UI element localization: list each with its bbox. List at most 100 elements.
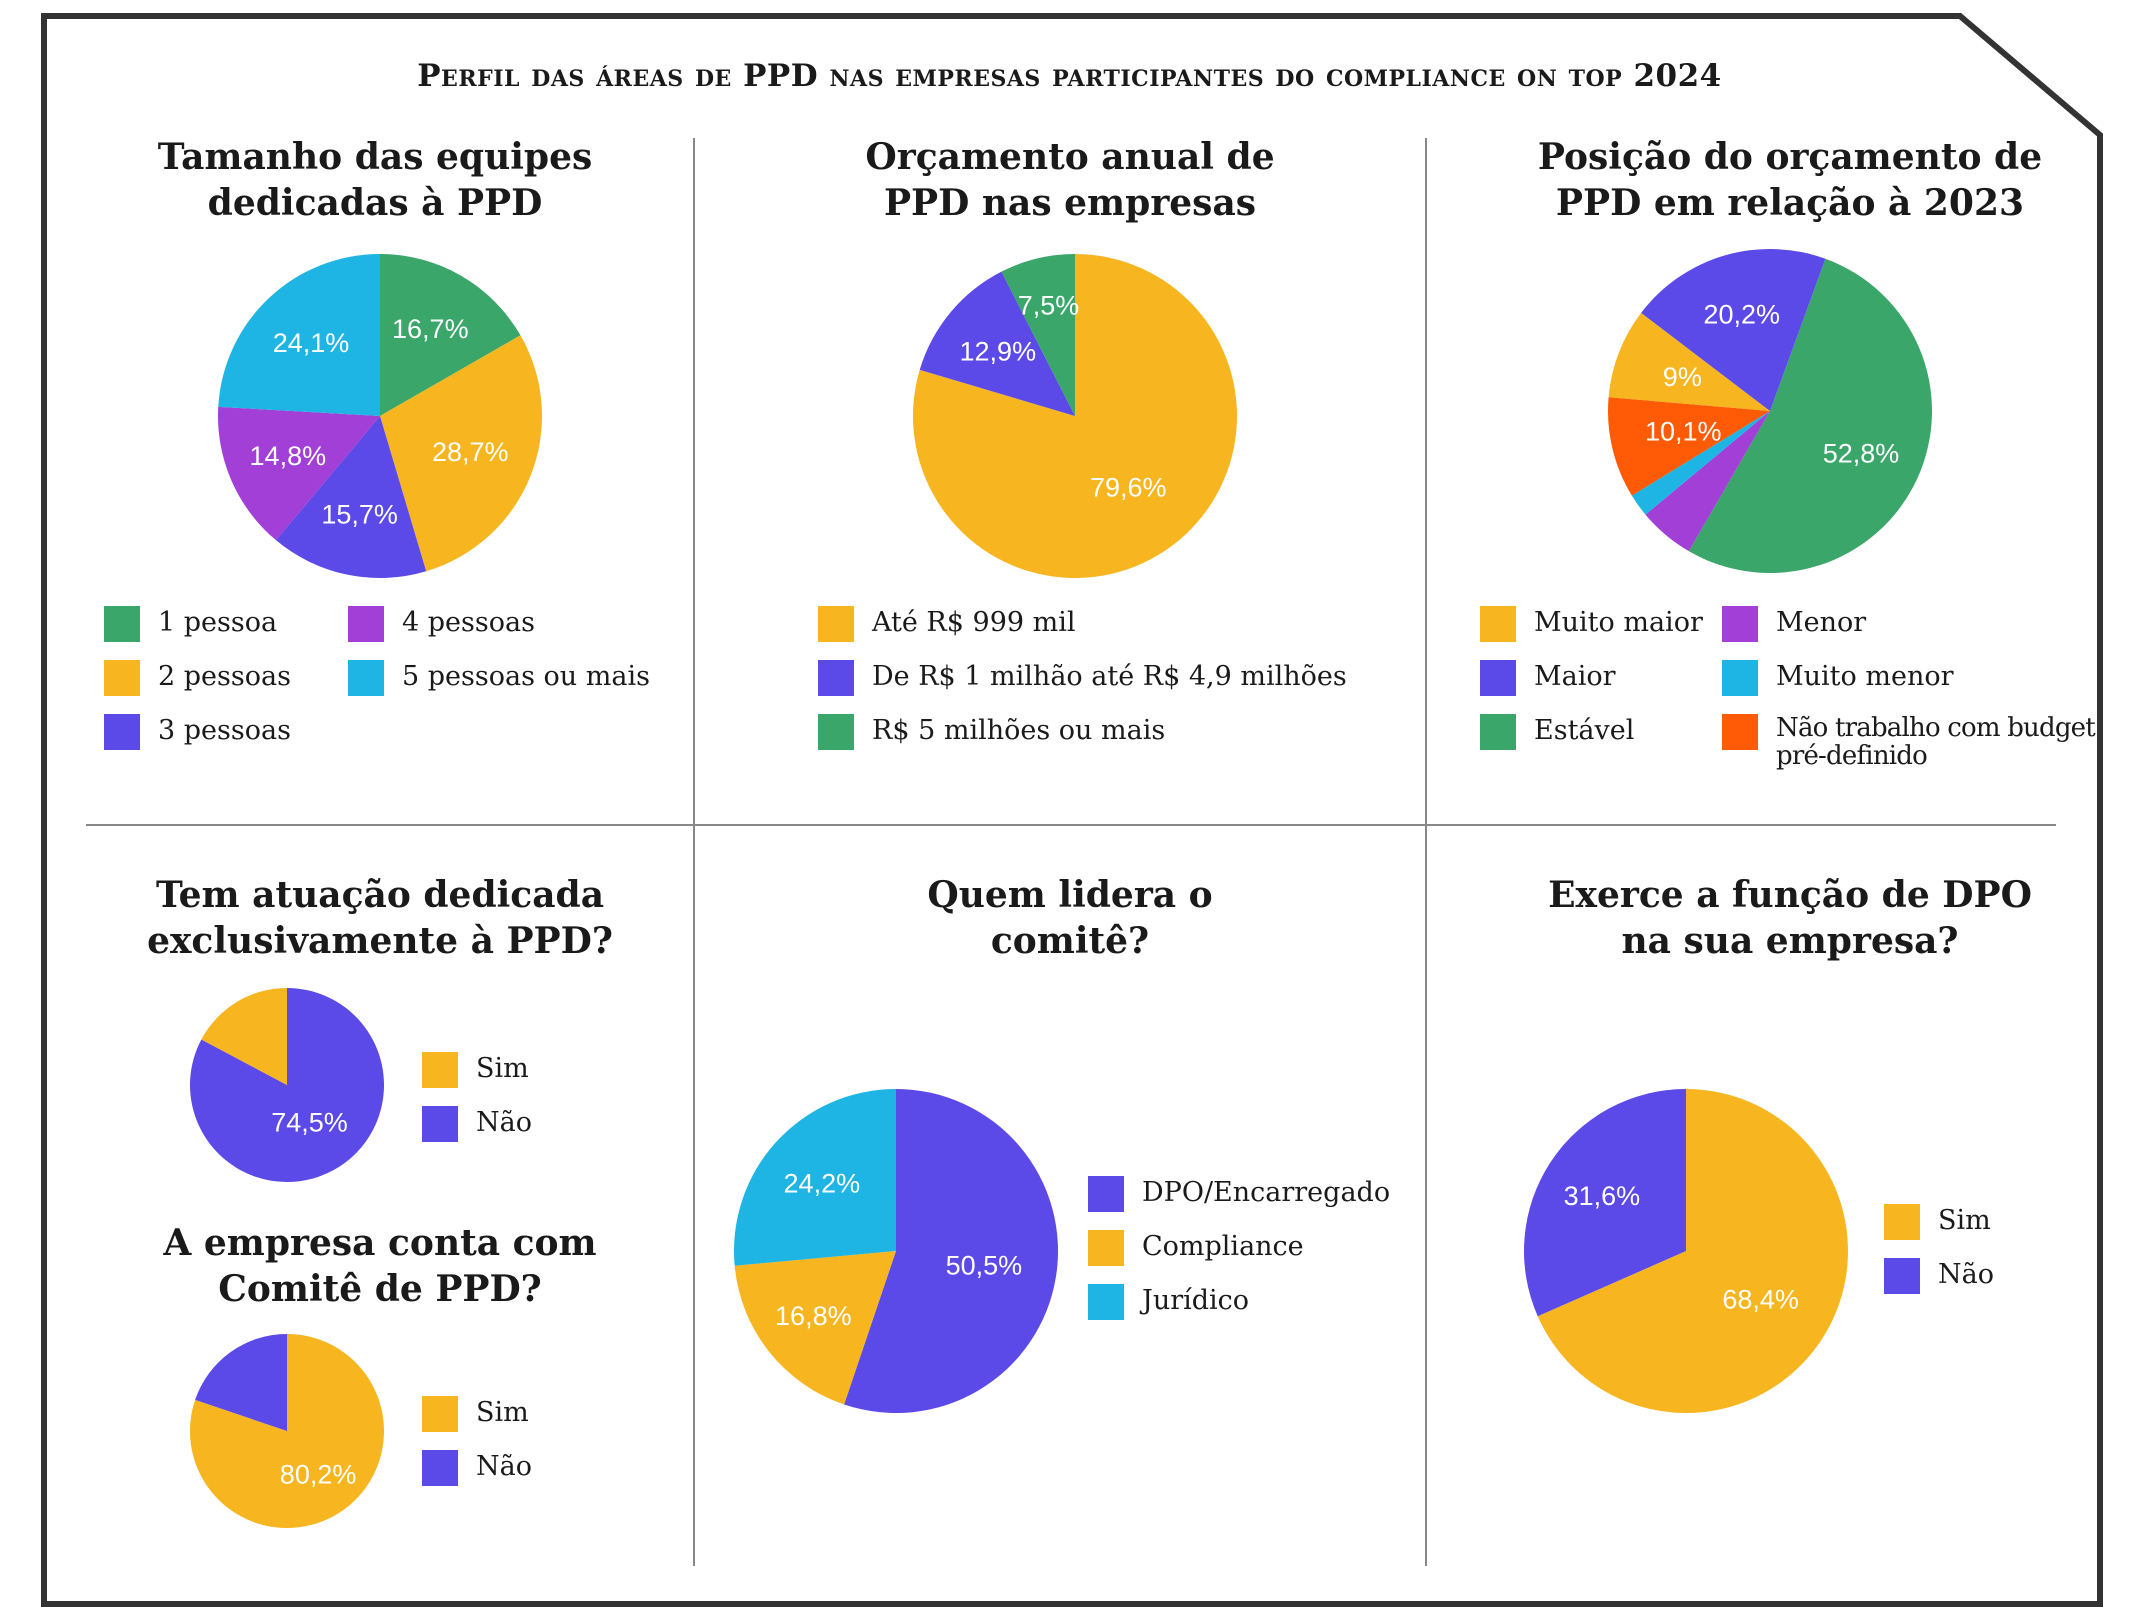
legend-label: Não: [476, 1451, 532, 1482]
chart-title-line: Exerce a função de DPO: [1548, 874, 2032, 916]
pie-slice: [275, 416, 427, 578]
legend-swatch: [422, 1396, 458, 1432]
data-label: 9%: [1663, 362, 1702, 392]
pie-slice: [380, 254, 521, 416]
legend-swatch: [1722, 714, 1758, 750]
legend-item: Sim: [422, 1052, 529, 1088]
chart-title-line: comitê?: [990, 920, 1150, 962]
legend-swatch: [1884, 1258, 1920, 1294]
pie-slice: [190, 988, 385, 1182]
legend-item: Não: [422, 1106, 532, 1142]
legend-swatch: [818, 606, 854, 642]
legend-label: 5 pessoas ou mais: [402, 661, 650, 692]
legend-swatch: [1088, 1284, 1124, 1320]
pie-slice: [1631, 411, 1770, 515]
legend-item: R$ 5 milhões ou mais: [818, 714, 1165, 750]
data-label: 74,5%: [271, 1107, 348, 1137]
legend-item: Não trabalho com budget pré-definido: [1722, 714, 2106, 770]
data-label: 68,4%: [1722, 1285, 1799, 1315]
legend-swatch: [1088, 1230, 1124, 1266]
legend-item: Não: [1884, 1258, 1994, 1294]
data-label: 80,2%: [280, 1459, 357, 1489]
pie-slice: [189, 1334, 384, 1528]
data-label: 7,5%: [1018, 291, 1080, 321]
chart-title-line: Tem atuação dedicada: [155, 874, 605, 916]
pie-chart-team-size: 16,7% 28,7% 15,7% 14,8% 24,1%: [218, 254, 542, 578]
legend-swatch: [422, 1450, 458, 1486]
page-title: Perfil das áreas de PPD nas empresas par…: [417, 58, 1722, 94]
data-label: 24,2%: [784, 1168, 861, 1198]
legend-item: Muito maior: [1480, 606, 1703, 642]
legend-label: Estável: [1534, 715, 1635, 746]
legend-swatch: [1722, 606, 1758, 642]
legend-item: Sim: [1884, 1204, 1991, 1240]
legend-item: Sim: [422, 1396, 529, 1432]
legend-item: DPO/Encarregado: [1088, 1176, 1390, 1212]
chart-title-line: na sua empresa?: [1621, 920, 1959, 962]
chart-title-line: Tamanho das equipes: [157, 136, 593, 178]
legend-swatch: [1480, 606, 1516, 642]
pie-slice: [844, 1089, 1058, 1413]
pie-slice: [218, 406, 380, 541]
legend-label: Sim: [476, 1397, 529, 1428]
pie-slice: [1641, 249, 1826, 411]
legend-item: Até R$ 999 mil: [818, 606, 1076, 642]
legend-item: 3 pessoas: [104, 714, 291, 750]
legend-label: Muito maior: [1534, 607, 1703, 638]
data-label: 28,7%: [432, 437, 509, 467]
legend-item: 5 pessoas ou mais: [348, 660, 650, 696]
pie-slice: [734, 1089, 896, 1266]
legend-label: DPO/Encarregado: [1142, 1177, 1391, 1208]
pie-chart-committee-leader: 50,5% 16,8% 24,2%: [734, 1089, 1058, 1413]
legend-label: 1 pessoa: [158, 607, 278, 638]
legend-swatch: [104, 714, 140, 750]
legend-swatch: [1480, 714, 1516, 750]
legend-label: Até R$ 999 mil: [872, 607, 1076, 638]
legend-item: Menor: [1722, 606, 1866, 642]
legend-label: 2 pessoas: [158, 661, 291, 692]
pie-slice: [380, 335, 542, 572]
chart-title-line: PPD em relação à 2023: [1555, 182, 2025, 224]
chart-title-line: exclusivamente à PPD?: [147, 920, 613, 962]
legend-swatch: [1480, 660, 1516, 696]
data-label: 19,8%: [157, 1297, 234, 1327]
legend-label: Sim: [1938, 1205, 1991, 1236]
data-label: 16,7%: [392, 314, 469, 344]
legend-label: 4 pessoas: [402, 607, 535, 638]
chart-title-line: Posição do orçamento de: [1537, 136, 2043, 178]
legend-item: Jurídico: [1088, 1284, 1249, 1320]
legend-label: Menor: [1776, 607, 1867, 638]
pie-slice: [1645, 411, 1770, 552]
data-label: 15,5%: [196, 949, 273, 979]
legend-swatch: [422, 1106, 458, 1142]
pie-slice: [1537, 1089, 1848, 1413]
legend-swatch: [818, 714, 854, 750]
legend-item: Maior: [1480, 660, 1616, 696]
legend-swatch: [348, 660, 384, 696]
data-label: 15,7%: [321, 499, 398, 529]
chart-title-exclusive-dedication: Tem atuação dedicada exclusivamente à PP…: [130, 872, 630, 964]
legend-label: 3 pessoas: [158, 715, 291, 746]
chart-title-annual-budget: Orçamento anual de PPD nas empresas: [830, 134, 1310, 226]
pie-slice: [201, 988, 287, 1085]
data-label: 5,6%: [1614, 581, 1676, 611]
legend-item: 2 pessoas: [104, 660, 291, 696]
legend-label: Maior: [1534, 661, 1616, 692]
data-label: 52,8%: [1823, 439, 1900, 469]
data-label: 79,6%: [1090, 472, 1167, 502]
data-label: 10,1%: [1645, 416, 1722, 446]
pie-slice: [195, 1334, 287, 1431]
data-label: 50,5%: [946, 1250, 1023, 1280]
pie-chart-budget-vs-2023: 52,8% 5,6% 2,3% 10,1% 9% 20,2%: [1518, 249, 1932, 611]
chart-title-line: Quem lidera o: [927, 874, 1213, 916]
legend-label: Compliance: [1142, 1231, 1304, 1262]
legend-item: Não: [422, 1450, 532, 1486]
legend-label: Não trabalho com budget pré-definido: [1776, 713, 2096, 771]
pie-slice: [1001, 254, 1075, 416]
pie-slice: [1688, 258, 1932, 573]
pie-chart-exclusive-dedication: 74,5% 15,5%: [190, 949, 385, 1182]
legend-item: Muito menor: [1722, 660, 1954, 696]
chart-title-budget-vs-2023: Posição do orçamento de PPD em relação à…: [1515, 134, 2065, 226]
legend-swatch: [348, 606, 384, 642]
